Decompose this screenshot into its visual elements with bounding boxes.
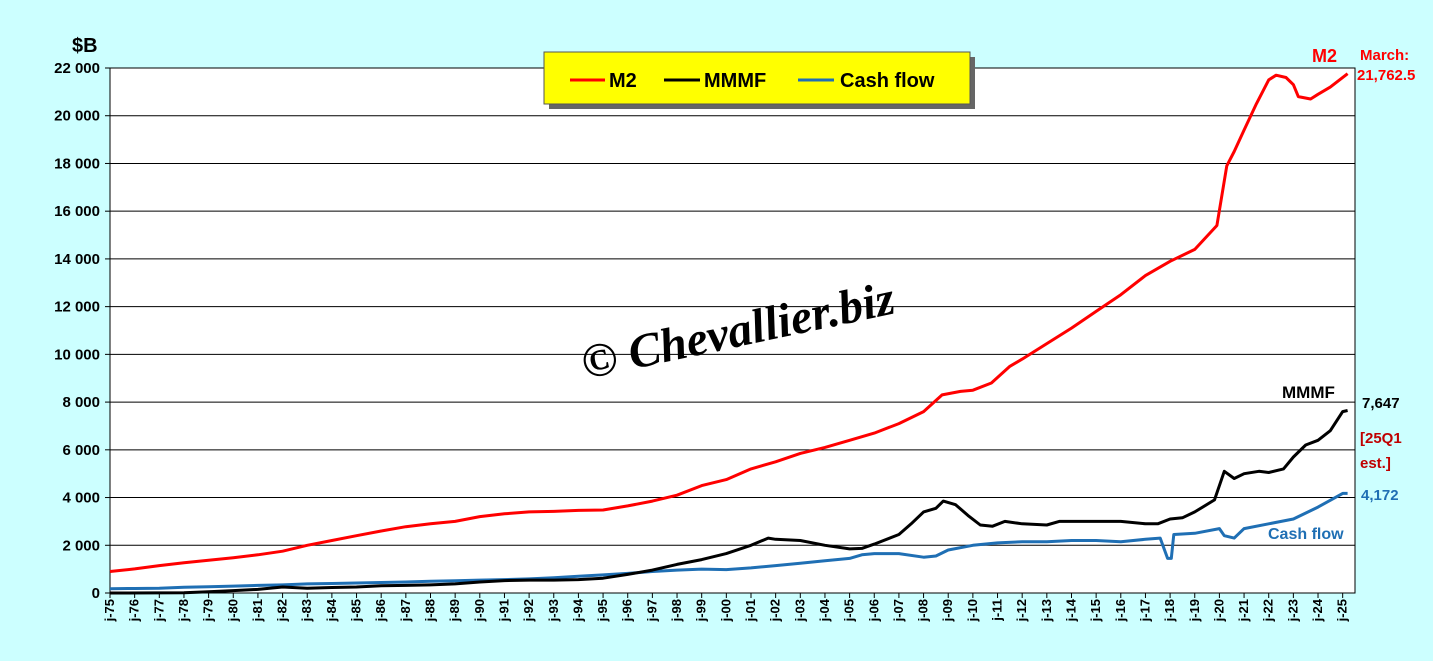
y-tick-label: 10 000	[54, 346, 100, 363]
y-tick-label: 18 000	[54, 155, 100, 172]
annotation-m2-value-line2: 21,762.5	[1357, 67, 1415, 84]
x-tick-label: j-83	[299, 599, 314, 622]
x-tick-label: j-13	[1039, 599, 1054, 622]
x-tick-label: j-07	[891, 599, 906, 622]
legend: M2 MMMF Cash flow	[543, 51, 975, 109]
x-tick-label: j-77	[151, 599, 166, 622]
y-tick-label: 2 000	[62, 537, 100, 554]
annotation-estimate-line1: [25Q1	[1360, 430, 1402, 447]
legend-label-mmmf: MMMF	[704, 70, 766, 92]
y-tick-label: 8 000	[62, 394, 100, 411]
series-lines	[109, 72, 1349, 595]
annotation-estimate-line2: est.]	[1360, 455, 1391, 472]
x-tick-label: j-01	[743, 599, 758, 622]
annotation-m2-value-line1: March:	[1360, 47, 1409, 64]
x-tick-label: j-84	[324, 598, 339, 622]
x-tick-label: j-96	[620, 599, 635, 622]
x-tick-label: j-24	[1310, 598, 1325, 622]
x-tick-label: j-25	[1335, 599, 1350, 622]
x-axis-ticks: j-75 j-76 j-77 j-78 j-79 j-80 j-81 j-82 j-83 j-84…	[102, 593, 1350, 622]
x-tick-label: j-22	[1261, 599, 1276, 622]
x-tick-label: j-09	[940, 599, 955, 622]
annotation-mmmf-name: MMMF	[1282, 383, 1335, 402]
x-tick-label: j-79	[201, 599, 216, 622]
x-tick-label: j-03	[792, 599, 807, 622]
x-tick-label: j-20	[1211, 599, 1226, 622]
gridlines	[110, 67, 1355, 546]
y-tick-label: 20 000	[54, 108, 100, 125]
x-tick-label: j-05	[842, 599, 857, 622]
x-tick-label: j-14	[1063, 598, 1078, 622]
x-tick-label: j-87	[398, 599, 413, 622]
series-line-cash-flow	[109, 491, 1348, 591]
legend-label-cash: Cash flow	[840, 70, 935, 92]
x-tick-label: j-02	[768, 599, 783, 622]
x-tick-label: j-21	[1236, 599, 1251, 622]
x-tick-label: j-18	[1162, 599, 1177, 622]
x-tick-label: j-98	[669, 599, 684, 622]
plot-area	[109, 67, 1356, 594]
x-tick-label: j-82	[275, 599, 290, 622]
x-tick-label: j-97	[644, 599, 659, 622]
y-tick-label: 16 000	[54, 203, 100, 220]
series-line-m2	[109, 72, 1349, 573]
x-tick-label: j-00	[718, 599, 733, 622]
x-tick-label: j-11	[990, 599, 1005, 622]
x-tick-label: j-12	[1014, 599, 1029, 622]
series-line-mmmf	[109, 409, 1348, 595]
y-axis-label: $B	[72, 35, 98, 57]
annotation-mmmf-value: 7,647	[1362, 395, 1400, 412]
x-tick-label: j-17	[1137, 599, 1152, 622]
x-tick-label: j-04	[817, 598, 832, 622]
x-tick-label: j-91	[496, 599, 511, 622]
x-tick-label: j-85	[349, 599, 364, 622]
annotation-m2-name: M2	[1312, 46, 1337, 66]
x-tick-label: j-93	[546, 599, 561, 622]
y-tick-label: 12 000	[54, 299, 100, 316]
x-tick-label: j-95	[595, 599, 610, 622]
x-tick-label: j-76	[127, 599, 142, 622]
x-tick-label: j-06	[866, 599, 881, 622]
x-tick-label: j-75	[102, 599, 117, 622]
y-tick-label: 4 000	[62, 490, 100, 507]
x-tick-label: j-90	[472, 599, 487, 622]
x-tick-label: j-80	[225, 599, 240, 622]
legend-label-m2: M2	[609, 70, 637, 92]
x-tick-label: j-15	[1088, 599, 1103, 622]
x-tick-label: j-81	[250, 599, 265, 622]
x-tick-label: j-92	[521, 599, 536, 622]
annotation-cash-value: 4,172	[1361, 487, 1399, 504]
x-tick-label: j-86	[373, 599, 388, 622]
x-tick-label: j-10	[965, 599, 980, 622]
legend-box	[543, 51, 971, 105]
annotations: M2 March: 21,762.5 MMMF 7,647 [25Q1 est.…	[1268, 46, 1415, 543]
x-tick-label: j-94	[570, 598, 585, 622]
y-axis-ticks: 0 2 000 4 000 6 000 8 000 10 000 12 000 14 000 1…	[54, 60, 110, 602]
y-tick-label: 14 000	[54, 251, 100, 268]
x-tick-label: j-16	[1113, 599, 1128, 622]
x-tick-label: j-88	[422, 599, 437, 622]
x-tick-label: j-99	[694, 599, 709, 622]
x-tick-label: j-78	[176, 599, 191, 622]
x-tick-label: j-08	[916, 599, 931, 622]
y-tick-label: 0	[92, 585, 100, 602]
annotation-cash-name: Cash flow	[1268, 526, 1344, 543]
x-tick-label: j-23	[1285, 599, 1300, 622]
y-tick-label: 6 000	[62, 442, 100, 459]
y-tick-label: 22 000	[54, 60, 100, 77]
x-tick-label: j-19	[1187, 599, 1202, 622]
x-tick-label: j-89	[447, 599, 462, 622]
